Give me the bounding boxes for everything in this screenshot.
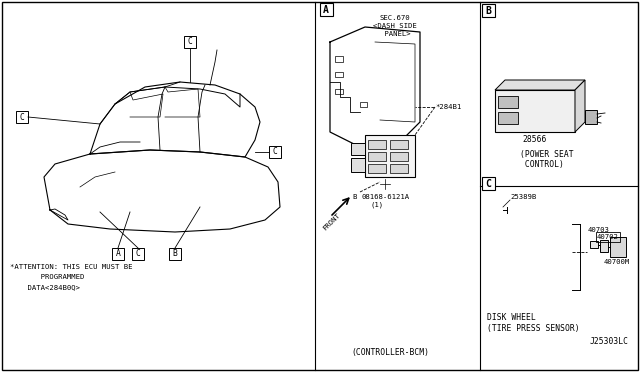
- Text: 40702: 40702: [597, 234, 619, 240]
- Text: DATA<284B0Q>: DATA<284B0Q>: [10, 284, 80, 290]
- Text: J25303LC: J25303LC: [590, 337, 629, 346]
- Bar: [335, 72, 343, 77]
- Bar: [368, 140, 386, 149]
- Text: 08168-6121A: 08168-6121A: [362, 194, 410, 200]
- Text: C: C: [273, 148, 277, 157]
- Bar: [600, 240, 608, 252]
- Text: (POWER SEAT: (POWER SEAT: [520, 150, 573, 158]
- Text: CONTROL): CONTROL): [520, 160, 564, 169]
- Bar: [482, 177, 495, 190]
- Text: (CONTROLLER-BCM): (CONTROLLER-BCM): [351, 347, 429, 356]
- Polygon shape: [495, 80, 585, 90]
- Text: C: C: [188, 38, 193, 46]
- Bar: [585, 110, 597, 124]
- Bar: [390, 164, 408, 173]
- Text: 25389B: 25389B: [510, 194, 536, 200]
- Polygon shape: [575, 80, 585, 132]
- Text: DISK WHEEL: DISK WHEEL: [487, 312, 536, 321]
- Bar: [335, 89, 343, 94]
- Bar: [482, 4, 495, 17]
- Bar: [390, 152, 408, 161]
- Bar: [390, 140, 408, 149]
- Text: 40700M: 40700M: [604, 259, 630, 265]
- Text: PROGRAMMED: PROGRAMMED: [10, 274, 84, 280]
- Bar: [112, 248, 124, 260]
- Text: B: B: [353, 194, 357, 200]
- Bar: [269, 146, 281, 158]
- Bar: [498, 96, 518, 108]
- Bar: [351, 158, 365, 172]
- Text: *ATTENTION: THIS ECU MUST BE: *ATTENTION: THIS ECU MUST BE: [10, 264, 132, 270]
- Text: A: A: [116, 250, 120, 259]
- Bar: [596, 232, 620, 242]
- Bar: [320, 3, 333, 16]
- Text: (TIRE PRESS SENSOR): (TIRE PRESS SENSOR): [487, 324, 580, 334]
- Bar: [16, 111, 28, 123]
- Text: FRONT: FRONT: [322, 212, 342, 232]
- Text: (1): (1): [370, 202, 383, 208]
- Text: B: B: [173, 250, 177, 259]
- Text: C: C: [136, 250, 140, 259]
- Bar: [132, 248, 144, 260]
- Text: SEC.670: SEC.670: [380, 15, 410, 21]
- Text: <DASH SIDE: <DASH SIDE: [373, 23, 417, 29]
- Bar: [368, 152, 386, 161]
- Bar: [360, 102, 367, 107]
- Bar: [184, 36, 196, 48]
- Bar: [368, 164, 386, 173]
- Text: 40703: 40703: [588, 227, 610, 233]
- Text: B: B: [485, 6, 491, 16]
- Bar: [169, 248, 181, 260]
- Text: 28566: 28566: [523, 135, 547, 144]
- Bar: [365, 135, 415, 177]
- Text: C: C: [485, 179, 491, 189]
- Text: A: A: [323, 5, 329, 15]
- Text: PANEL>: PANEL>: [380, 31, 410, 37]
- Bar: [590, 241, 598, 248]
- Bar: [610, 237, 626, 257]
- Bar: [498, 112, 518, 124]
- Bar: [335, 56, 343, 62]
- Bar: [351, 143, 365, 155]
- Text: C: C: [20, 112, 24, 122]
- Bar: [495, 90, 575, 132]
- Text: *284B1: *284B1: [435, 104, 461, 110]
